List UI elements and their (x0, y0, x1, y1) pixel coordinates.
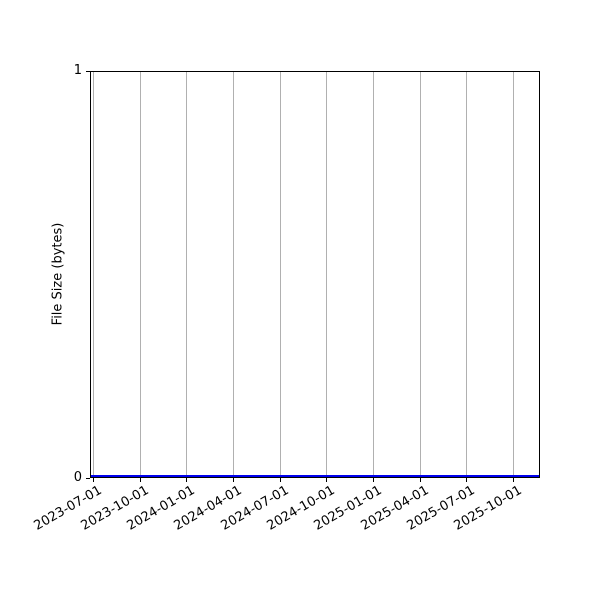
y-tick-label: 0 (73, 470, 82, 485)
vertical-gridline (186, 72, 188, 477)
x-tick-mark (93, 478, 94, 482)
y-axis-label: File Size (bytes) (50, 222, 66, 326)
x-tick-mark (279, 478, 281, 482)
x-tick-mark (513, 478, 514, 482)
plot-area (90, 71, 540, 478)
vertical-gridline (326, 72, 328, 477)
vertical-gridline (279, 72, 281, 477)
x-tick-mark (326, 478, 328, 482)
vertical-gridline (466, 72, 468, 477)
vertical-gridline (139, 72, 141, 477)
x-tick-mark (419, 478, 421, 482)
vertical-gridline (373, 72, 374, 477)
vertical-gridline (233, 72, 234, 477)
vertical-gridline (513, 72, 514, 477)
vertical-gridline (419, 72, 421, 477)
y-tick-label: 1 (73, 63, 82, 78)
x-tick-mark (139, 478, 141, 482)
x-tick-mark (233, 478, 234, 482)
y-tick-mark (86, 71, 90, 72)
x-tick-mark (373, 478, 374, 482)
data-line (91, 475, 539, 477)
x-tick-mark (466, 478, 468, 482)
vertical-gridline (93, 72, 94, 477)
y-tick-mark (86, 478, 90, 479)
x-tick-mark (186, 478, 188, 482)
